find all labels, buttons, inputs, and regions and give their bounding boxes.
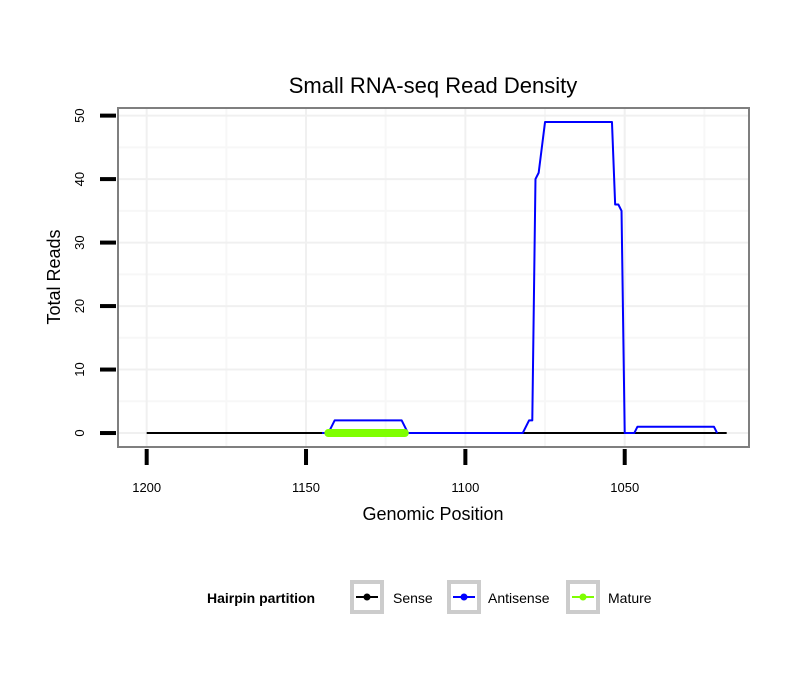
legend-dot-sense (363, 593, 371, 601)
legend-label-sense: Sense (393, 590, 433, 606)
legend-dot-mature (579, 593, 587, 601)
y-tick-label: 20 (72, 299, 87, 313)
legend: Hairpin partition Sense Antisense Mature (207, 580, 652, 614)
chart-title: Small RNA-seq Read Density (289, 73, 578, 98)
plot-border (117, 107, 750, 448)
x-tick-label: 1150 (292, 480, 320, 495)
y-tick-label: 10 (72, 362, 87, 376)
y-tick-label: 0 (72, 429, 87, 436)
legend-label-antisense: Antisense (488, 590, 550, 606)
legend-dot-antisense (460, 593, 468, 601)
y-tick-label: 30 (72, 235, 87, 249)
grid-layer (118, 108, 749, 447)
series-line-antisense (321, 120, 719, 435)
y-tick-label: 50 (72, 108, 87, 122)
legend-label-mature: Mature (608, 590, 652, 606)
y-tick-label: 40 (72, 172, 87, 186)
x-axis-label: Genomic Position (362, 504, 503, 524)
y-axis-label: Total Reads (44, 229, 64, 324)
legend-title: Hairpin partition (207, 590, 315, 606)
x-tick-label: 1100 (451, 480, 479, 495)
x-axis-layer: 1200 1150 1100 1050 (132, 449, 639, 495)
series-layer (146, 120, 727, 438)
y-axis-layer: 0 10 20 30 40 50 (72, 108, 116, 437)
x-tick-label: 1200 (132, 480, 161, 495)
x-tick-label: 1050 (610, 480, 639, 495)
